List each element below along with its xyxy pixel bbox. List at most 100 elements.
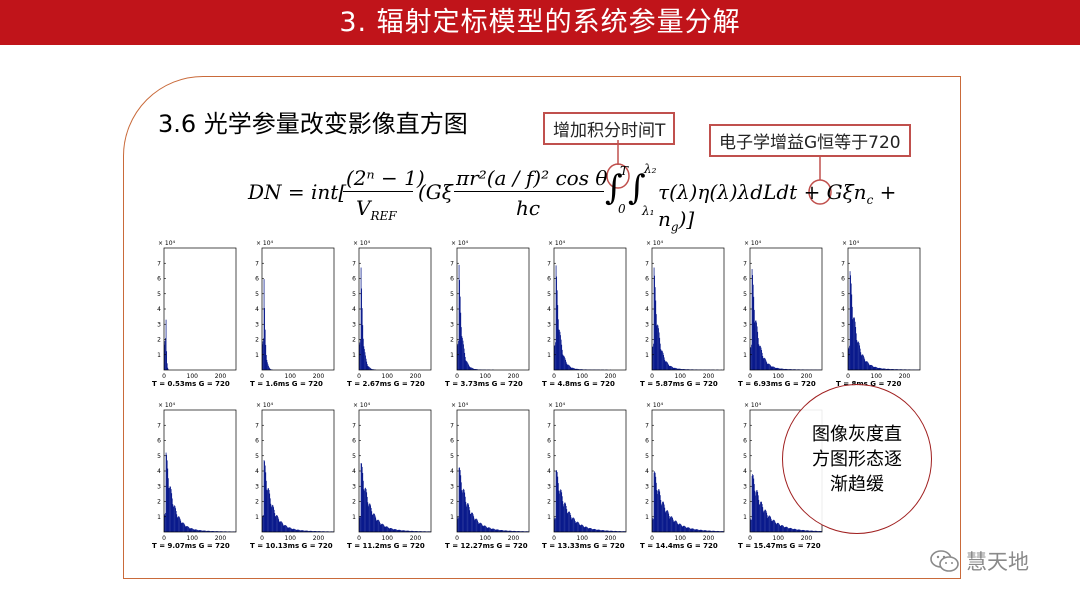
histogram-bar bbox=[571, 519, 573, 532]
histogram-bar bbox=[414, 531, 416, 532]
histogram-bar bbox=[721, 531, 722, 532]
histogram-bar bbox=[566, 512, 568, 532]
histogram-bar bbox=[693, 529, 695, 532]
histogram-bar bbox=[597, 529, 599, 532]
histogram-bar bbox=[817, 531, 819, 532]
histogram-bar bbox=[459, 467, 461, 532]
histogram-bar bbox=[207, 530, 209, 532]
histogram-bar bbox=[679, 368, 680, 370]
histogram-bar bbox=[304, 530, 305, 532]
histogram-bar bbox=[176, 517, 178, 532]
histogram-bar bbox=[764, 358, 766, 370]
histogram-bar bbox=[366, 361, 368, 370]
histogram-bar bbox=[573, 368, 575, 370]
histogram-bar bbox=[467, 363, 469, 370]
y-tick-label: 2 bbox=[157, 499, 161, 506]
histogram-bar bbox=[859, 345, 861, 370]
histogram-bar bbox=[197, 530, 198, 532]
histogram-bar bbox=[289, 527, 291, 532]
histogram-bar bbox=[617, 531, 618, 532]
histogram-bar bbox=[511, 530, 512, 532]
histogram-bar bbox=[675, 520, 677, 532]
histogram-bar bbox=[424, 531, 426, 532]
histogram-bar bbox=[599, 529, 601, 532]
histogram-bar bbox=[793, 369, 795, 370]
histogram-bar bbox=[593, 528, 595, 532]
histogram-bar bbox=[272, 505, 274, 532]
histogram-bar bbox=[211, 531, 213, 532]
histogram-bar bbox=[361, 288, 363, 370]
y-tick-label: 7 bbox=[450, 260, 454, 267]
histogram-bar bbox=[592, 529, 594, 532]
histogram-bar bbox=[569, 511, 570, 532]
histogram-bar bbox=[801, 530, 803, 532]
y-tick-label: 4 bbox=[255, 306, 259, 313]
x-tick-label: 0 bbox=[455, 373, 459, 380]
histogram-bar bbox=[505, 530, 507, 532]
histogram-bar bbox=[655, 482, 657, 532]
histogram-bar bbox=[302, 530, 304, 532]
histogram-bar bbox=[657, 324, 658, 370]
histogram-bar bbox=[788, 528, 790, 532]
histogram-bar bbox=[609, 530, 611, 532]
histogram-bar bbox=[785, 368, 787, 370]
histogram-bar bbox=[266, 489, 268, 532]
histogram-bar bbox=[473, 369, 475, 370]
histogram-bar bbox=[778, 368, 780, 370]
histogram-bar bbox=[784, 369, 786, 370]
histogram-bar bbox=[396, 529, 398, 532]
histogram-bar bbox=[764, 509, 766, 532]
histogram-bar bbox=[412, 530, 414, 532]
histogram-bar bbox=[164, 515, 166, 532]
histogram-bar bbox=[371, 511, 373, 532]
x-tick-label: 0 bbox=[260, 373, 264, 380]
histogram-bar bbox=[759, 346, 760, 370]
histogram-bar bbox=[526, 531, 527, 532]
histogram-bar bbox=[488, 527, 490, 532]
histogram-bar bbox=[574, 368, 576, 370]
histogram-bar bbox=[319, 531, 321, 532]
watermark-text: 慧天地 bbox=[966, 550, 1029, 574]
histogram-bar bbox=[722, 531, 724, 532]
histogram-bar bbox=[405, 530, 406, 532]
y-tick-label: 6 bbox=[255, 438, 259, 445]
y-tick-label: 2 bbox=[547, 499, 551, 506]
histogram-bar bbox=[779, 525, 781, 532]
histogram-bar bbox=[875, 366, 876, 370]
histogram-bar bbox=[501, 530, 503, 532]
histogram-bar bbox=[317, 531, 318, 532]
histogram-bar bbox=[765, 510, 767, 532]
histogram-bar bbox=[365, 355, 366, 370]
histogram-bar bbox=[819, 531, 820, 532]
histogram-bar bbox=[600, 530, 601, 532]
histogram-bar bbox=[164, 344, 165, 370]
histogram-bar bbox=[689, 527, 690, 532]
histogram-bar bbox=[610, 530, 612, 532]
histogram-bar bbox=[166, 460, 168, 532]
histogram-bar bbox=[480, 522, 481, 532]
y-tick-label: 5 bbox=[645, 291, 649, 298]
y-tick-label: 5 bbox=[157, 453, 161, 460]
histogram-bar bbox=[266, 359, 268, 370]
conclusion-text: 图像灰度直方图形态逐渐趋缓 bbox=[812, 423, 902, 495]
histogram-caption: T = 10.13ms G = 720 bbox=[250, 542, 333, 548]
histogram-bar bbox=[378, 519, 379, 532]
histogram-bar bbox=[609, 530, 610, 532]
histogram-bar bbox=[784, 527, 786, 532]
histogram-bar bbox=[590, 528, 591, 532]
histogram-bar bbox=[686, 369, 688, 370]
y-tick-label: 2 bbox=[547, 337, 551, 344]
integral-time-sign: ∫ bbox=[605, 168, 623, 208]
axis-scale-label: × 10⁴ bbox=[353, 240, 371, 247]
histogram-bar bbox=[309, 530, 311, 532]
histogram-bar bbox=[374, 514, 375, 532]
histogram-bar bbox=[699, 529, 701, 532]
histogram-bar bbox=[613, 531, 615, 532]
histogram-bar bbox=[576, 521, 578, 532]
x-tick-label: 100 bbox=[577, 535, 589, 542]
histogram-bar bbox=[768, 515, 770, 532]
histogram-bar bbox=[752, 474, 754, 532]
histogram-bar bbox=[400, 530, 402, 532]
